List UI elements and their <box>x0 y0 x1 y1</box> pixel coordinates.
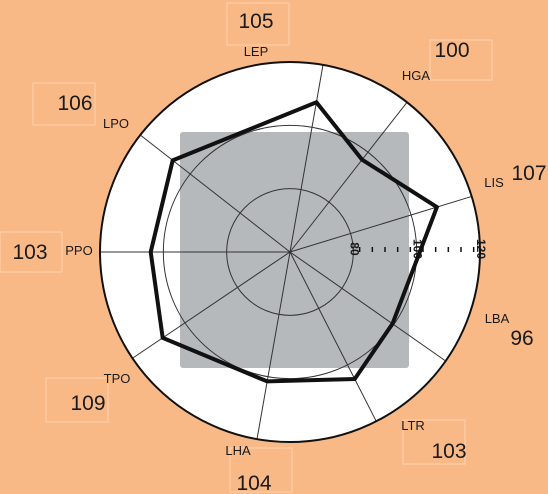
axis-label-ppo: PPO <box>65 243 92 258</box>
value-label-ppo: 103 <box>12 241 47 264</box>
value-label-ltr: 103 <box>431 440 466 463</box>
value-label-lis: 107 <box>511 162 546 185</box>
value-label-lba: 96 <box>510 327 533 350</box>
axis-spoke <box>289 195 472 253</box>
label-box <box>402 419 466 465</box>
axis-label-ltr: LTR <box>401 418 425 433</box>
axis-spoke <box>132 251 291 359</box>
axis-spoke <box>289 64 324 253</box>
value-label-lha: 104 <box>236 472 271 494</box>
tick-label: 80 <box>347 242 361 256</box>
label-box <box>45 377 109 423</box>
label-box <box>229 447 293 493</box>
axis-spoke <box>139 134 291 253</box>
axis-label-lis: LIS <box>484 175 504 190</box>
label-box <box>226 2 290 46</box>
axis-label-lep: LEP <box>244 44 269 59</box>
axis-spoke <box>256 251 291 440</box>
shaded-region <box>180 132 409 368</box>
axis-label-lha: LHA <box>225 443 251 458</box>
label-box <box>429 39 493 81</box>
value-label-lep: 105 <box>238 10 273 33</box>
axis-label-lpo: LPO <box>103 116 129 131</box>
axis-label-tpo: TPO <box>104 371 131 386</box>
axis-spoke <box>289 251 446 362</box>
series-polygon <box>148 99 440 384</box>
axis-label-hga: HGA <box>402 68 431 83</box>
value-label-lpo: 106 <box>57 92 92 115</box>
label-box <box>32 82 96 126</box>
axis-spoke <box>289 251 377 422</box>
outer-ring <box>99 61 481 443</box>
tick-label: 120 <box>474 239 488 259</box>
label-box <box>0 231 63 273</box>
axis-spokes <box>100 64 472 440</box>
value-label-tpo: 109 <box>70 392 105 415</box>
axis-label-lba: LBA <box>485 311 510 326</box>
value-label-hga: 100 <box>434 39 469 62</box>
axis-spoke <box>289 101 408 253</box>
